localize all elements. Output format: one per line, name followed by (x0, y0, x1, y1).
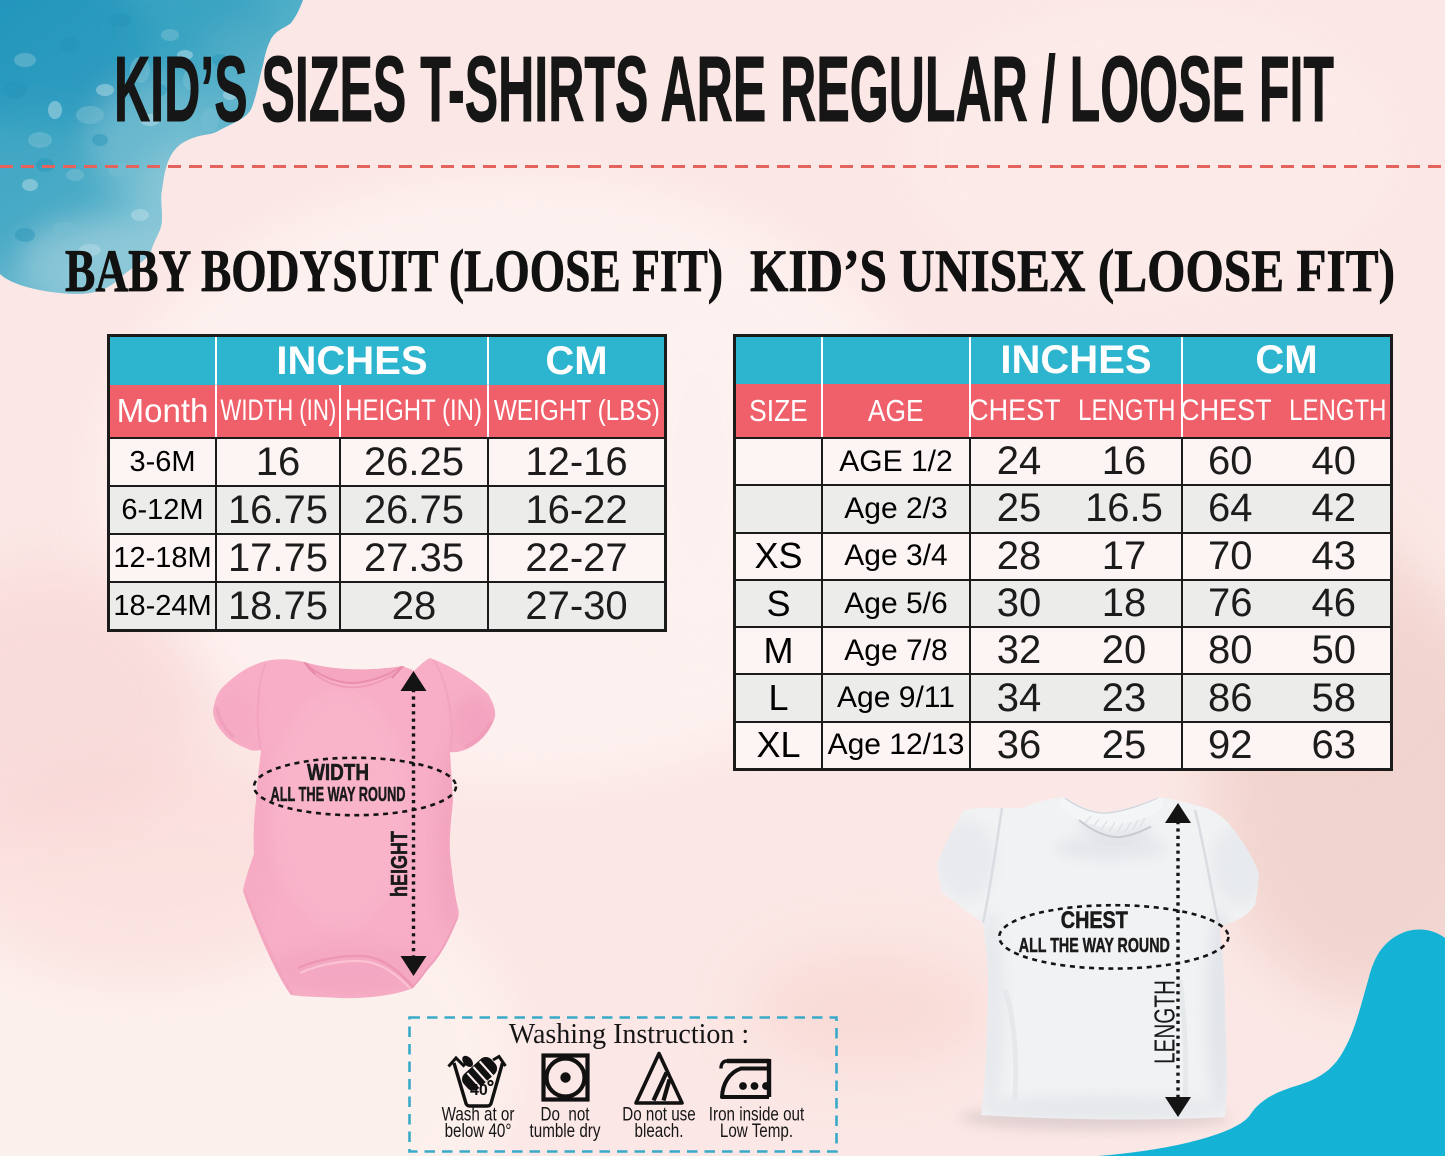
svg-text:bleach.: bleach. (635, 1119, 684, 1141)
svg-text:Iron inside out: Iron inside out (709, 1103, 805, 1125)
svg-text:Low Temp.: Low Temp. (720, 1119, 793, 1141)
svg-text:tumble dry: tumble dry (530, 1119, 601, 1141)
svg-text:hEIGHT: hEIGHT (386, 831, 412, 897)
svg-text:ALL THE WAY ROUND: ALL THE WAY ROUND (271, 784, 406, 806)
svg-text:40: 40 (470, 1082, 488, 1099)
svg-text:BABY BODYSUIT (LOOSE FIT): BABY BODYSUIT (LOOSE FIT) (65, 238, 723, 304)
svg-text:Do not: Do not (541, 1103, 590, 1125)
svg-text:Do not use: Do not use (622, 1103, 695, 1125)
svg-text:Wash at or: Wash at or (442, 1103, 515, 1125)
svg-text:CHEST: CHEST (1061, 907, 1128, 934)
svg-text:Washing Instruction :: Washing Instruction : (509, 1019, 749, 1050)
svg-text:WIDTH: WIDTH (307, 759, 369, 785)
svg-text:KID’S UNISEX (LOOSE FIT): KID’S UNISEX (LOOSE FIT) (750, 238, 1395, 304)
svg-text:KID’S SIZES T-SHIRTS ARE REGUL: KID’S SIZES T-SHIRTS ARE REGULAR / LOOSE… (114, 37, 1334, 140)
svg-text:LENGTH: LENGTH (1150, 980, 1182, 1064)
svg-text:ALL THE WAY ROUND: ALL THE WAY ROUND (1019, 935, 1170, 957)
svg-text:below 40°: below 40° (445, 1119, 512, 1141)
